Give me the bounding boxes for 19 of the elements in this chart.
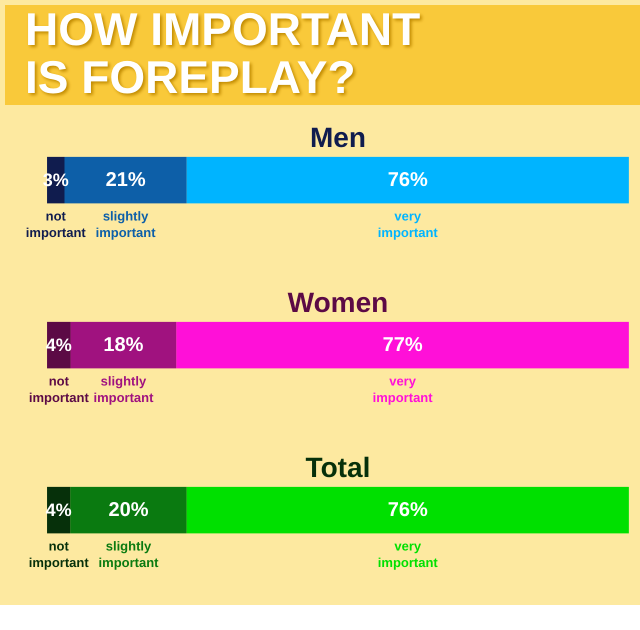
data-label: 76% [388, 499, 428, 522]
data-label: 76% [388, 169, 428, 192]
data-label: 20% [108, 499, 149, 522]
data-label: 18% [103, 334, 144, 356]
series-label: not important [28, 373, 90, 405]
chart-subtitle: Men [310, 122, 366, 153]
series-label: slightly important [98, 538, 160, 570]
series-label: very important [378, 538, 438, 570]
series-label: not important [28, 538, 90, 570]
series-label: very important [372, 373, 434, 405]
data-label: 77% [382, 334, 423, 356]
series-label: not important [26, 208, 86, 240]
data-label: 21% [106, 169, 146, 192]
series-label: very important [378, 208, 438, 240]
chart-title: HOW IMPORTANT IS FOREPLAY? [25, 3, 420, 103]
series-label: slightly important [96, 208, 156, 240]
chart-title: Total [306, 452, 370, 483]
chart-title: Women [288, 286, 388, 318]
series-label: slightly important [93, 373, 154, 405]
